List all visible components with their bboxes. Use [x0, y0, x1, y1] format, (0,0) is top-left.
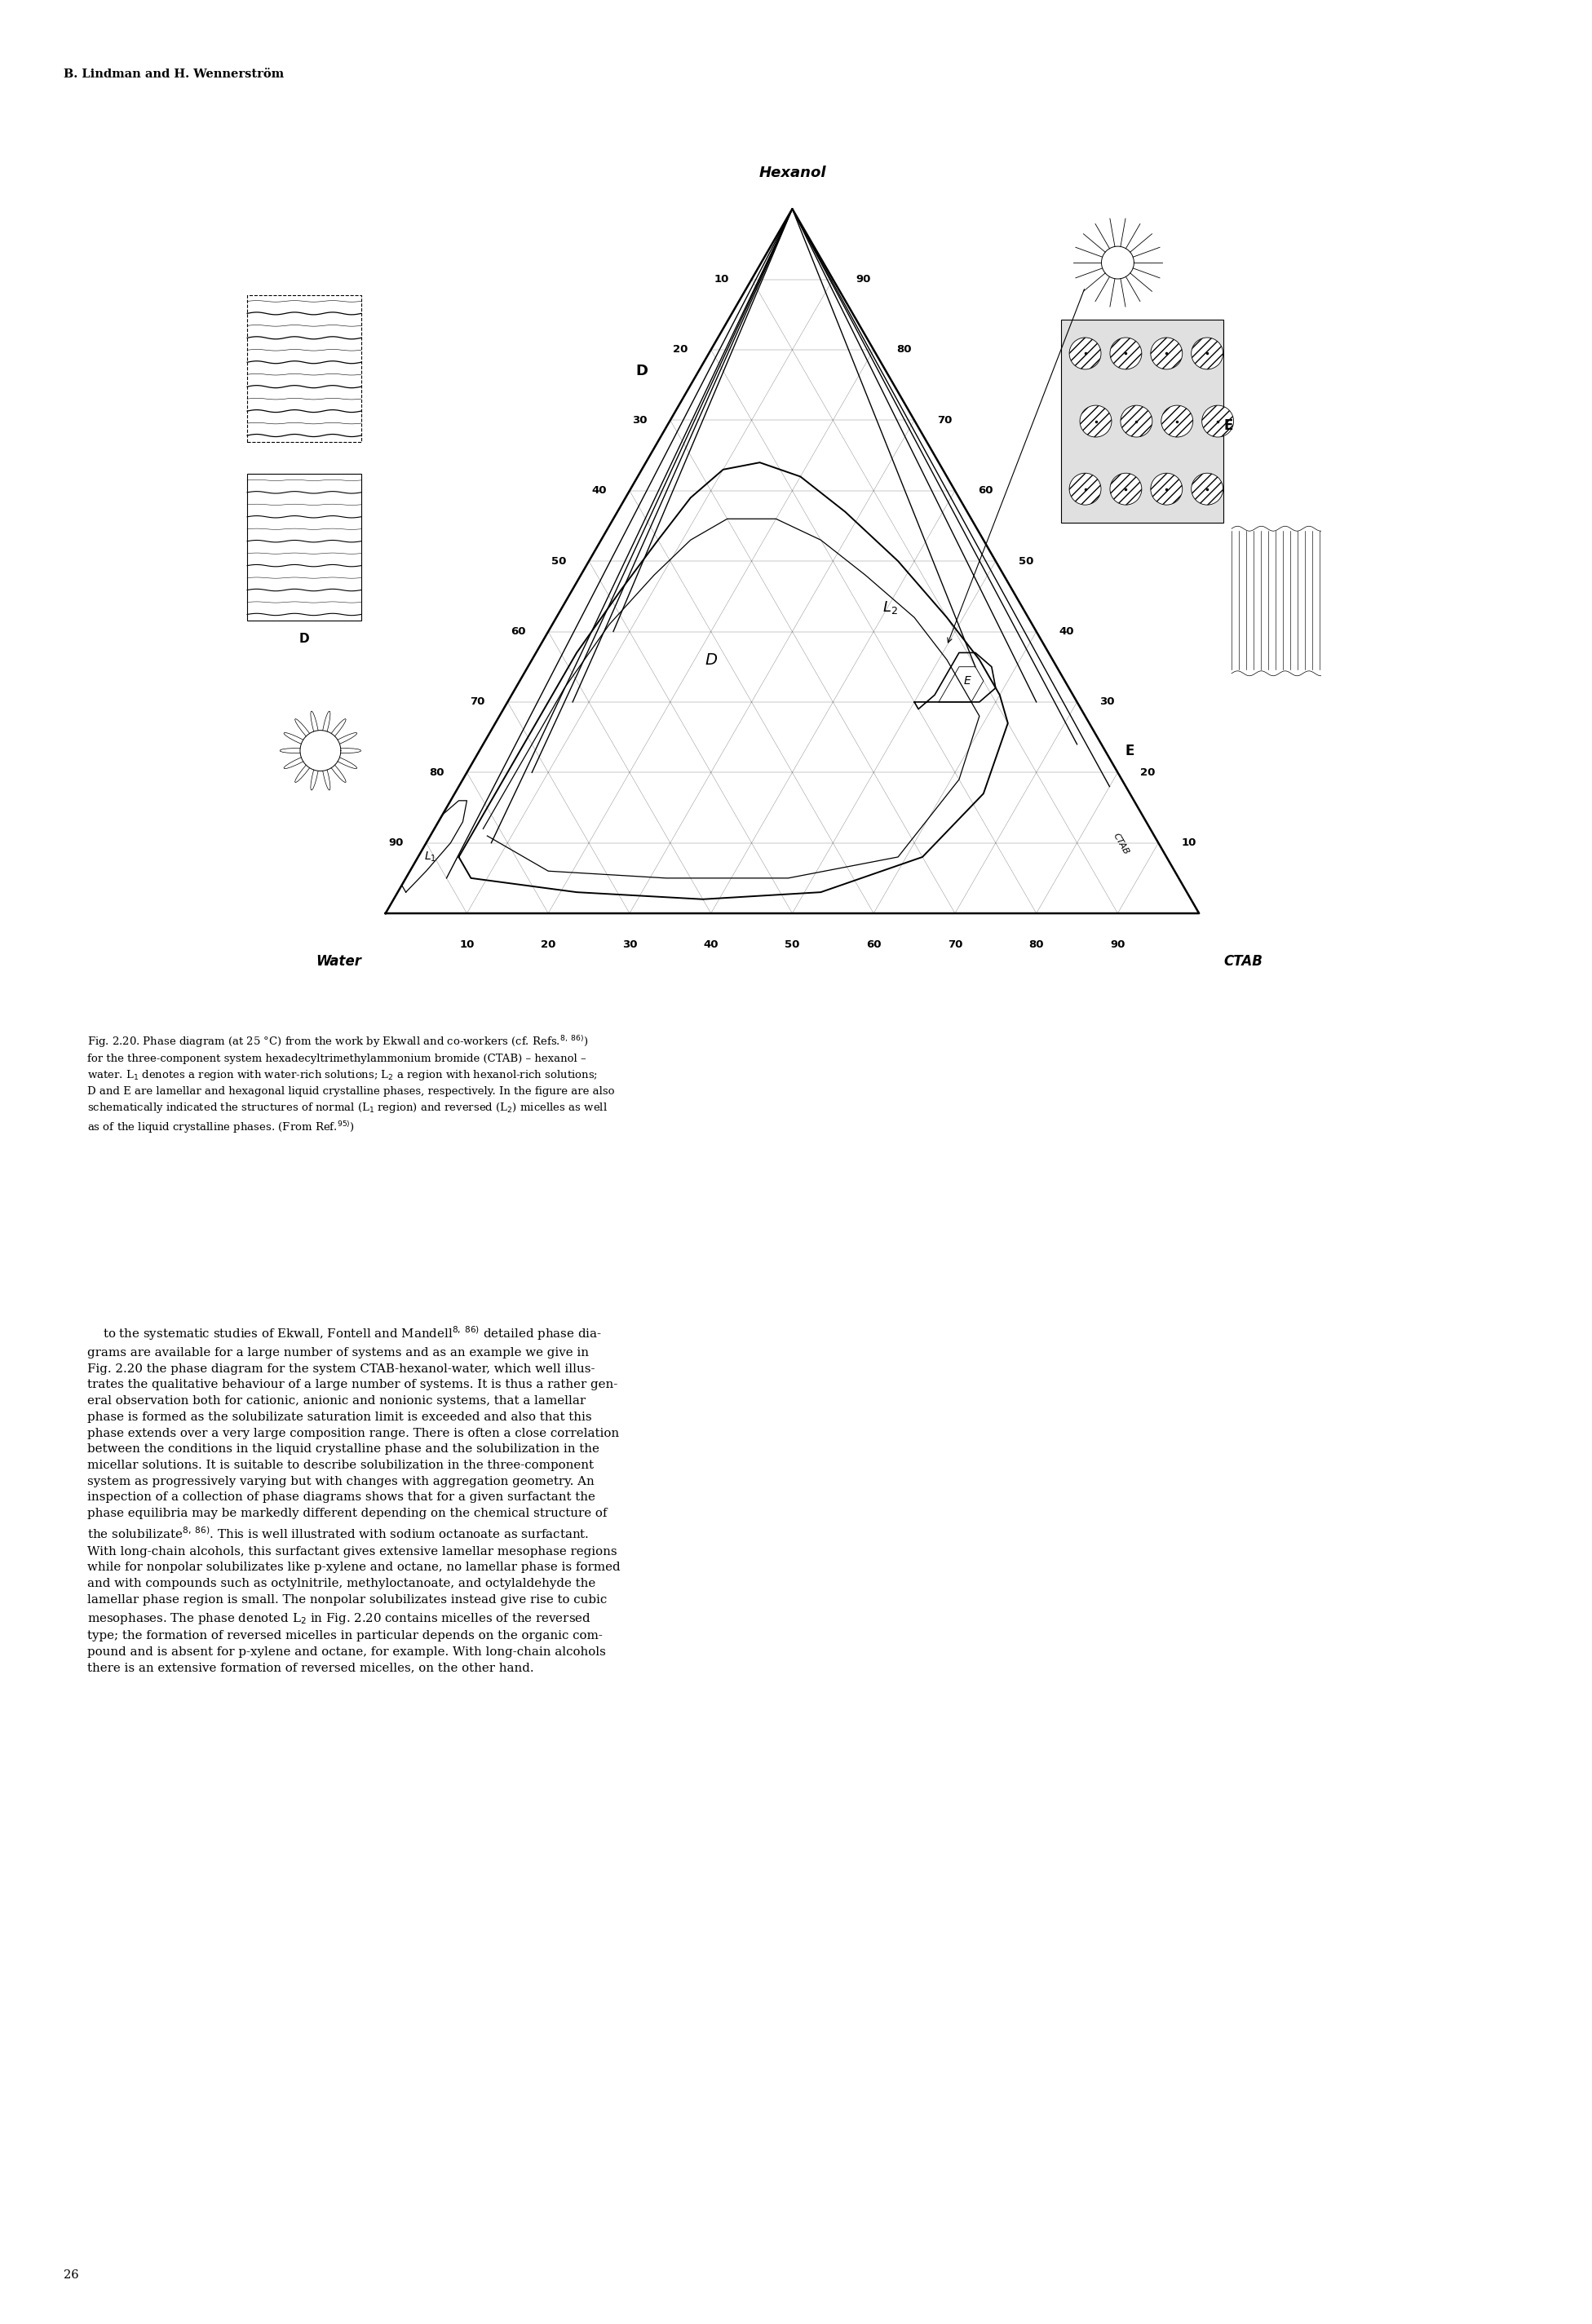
Text: E: E	[1224, 418, 1232, 432]
Text: D: D	[299, 632, 309, 646]
Circle shape	[1191, 474, 1223, 504]
Text: 80: 80	[1028, 939, 1044, 951]
Circle shape	[1079, 404, 1111, 437]
Text: 90: 90	[388, 837, 403, 848]
Text: CTAB: CTAB	[1224, 955, 1262, 969]
FancyBboxPatch shape	[1060, 321, 1224, 523]
Text: 80: 80	[428, 767, 444, 779]
Text: Fig. 2.20. Phase diagram (at 25 °C) from the work by Ekwall and co-workers (cf. : Fig. 2.20. Phase diagram (at 25 °C) from…	[88, 1034, 615, 1134]
Text: 40: 40	[1059, 625, 1075, 637]
Text: D: D	[705, 653, 716, 667]
Text: 50: 50	[785, 939, 799, 951]
Circle shape	[1110, 474, 1141, 504]
Text: 60: 60	[866, 939, 882, 951]
Text: 30: 30	[1100, 697, 1114, 706]
Text: 60: 60	[511, 625, 525, 637]
Text: $L_2$: $L_2$	[882, 600, 898, 616]
Text: 90: 90	[856, 274, 871, 284]
Circle shape	[1070, 337, 1102, 370]
Text: 60: 60	[977, 486, 993, 495]
Text: 20: 20	[541, 939, 556, 951]
Text: 40: 40	[592, 486, 607, 495]
Text: 30: 30	[622, 939, 637, 951]
Text: 20: 20	[673, 344, 688, 356]
Text: to the systematic studies of Ekwall, Fontell and Mandell$^{8,\ 86)}$ detailed ph: to the systematic studies of Ekwall, Fon…	[88, 1325, 621, 1673]
Circle shape	[1110, 337, 1141, 370]
Text: 50: 50	[1019, 555, 1033, 567]
Text: 20: 20	[1140, 767, 1156, 779]
Text: 70: 70	[947, 939, 963, 951]
Text: 10: 10	[713, 274, 729, 284]
Text: 90: 90	[1110, 939, 1126, 951]
Text: E: E	[963, 676, 971, 686]
Text: Water: Water	[315, 955, 361, 969]
Circle shape	[1161, 404, 1192, 437]
Text: 70: 70	[938, 416, 952, 425]
Text: 50: 50	[551, 555, 567, 567]
FancyBboxPatch shape	[247, 474, 361, 621]
Circle shape	[1202, 404, 1234, 437]
Text: 10: 10	[1181, 837, 1196, 848]
Text: Hexanol: Hexanol	[759, 165, 826, 181]
Text: 80: 80	[896, 344, 912, 356]
Text: 30: 30	[632, 416, 648, 425]
Text: E: E	[1126, 744, 1135, 758]
Text: $L_1$: $L_1$	[423, 851, 436, 862]
Text: B. Lindman and H. Wennerström: B. Lindman and H. Wennerström	[64, 70, 283, 79]
Text: 70: 70	[470, 697, 486, 706]
Text: 10: 10	[460, 939, 474, 951]
FancyBboxPatch shape	[247, 295, 361, 442]
Text: 26: 26	[64, 2271, 80, 2280]
Circle shape	[1070, 474, 1102, 504]
Text: 40: 40	[704, 939, 718, 951]
Circle shape	[1121, 404, 1153, 437]
Circle shape	[1151, 337, 1183, 370]
Circle shape	[1151, 474, 1183, 504]
Text: D: D	[635, 363, 648, 379]
Text: CTAB: CTAB	[1111, 832, 1130, 855]
Circle shape	[1191, 337, 1223, 370]
